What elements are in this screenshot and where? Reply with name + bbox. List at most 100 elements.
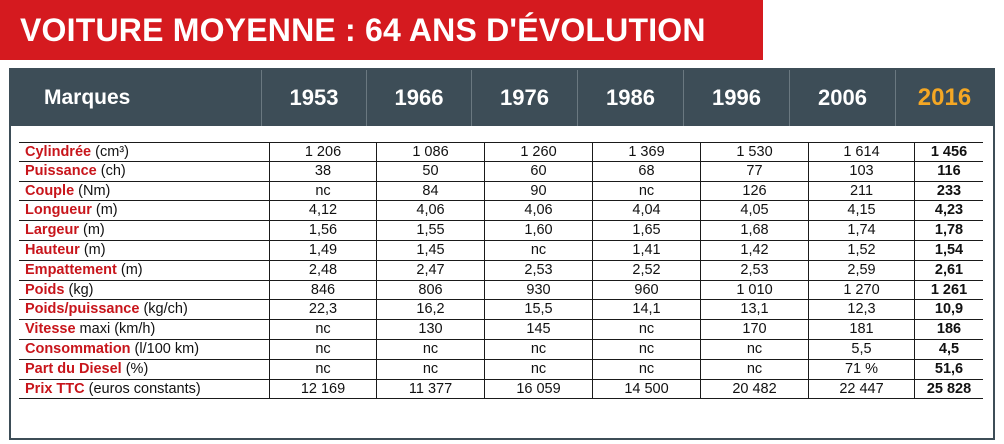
table-cell: 126	[700, 181, 808, 201]
column-header-year: 1976	[471, 70, 577, 126]
table-cell: nc	[700, 359, 808, 379]
page-title: VOITURE MOYENNE : 64 ANS D'ÉVOLUTION	[0, 0, 763, 60]
table-cell: 90	[484, 181, 592, 201]
table-cell: 16 059	[484, 379, 592, 399]
row-label-name: Poids/puissance	[25, 301, 140, 318]
column-header-year: 1996	[683, 70, 789, 126]
table-cell: 233	[914, 181, 983, 201]
table-body: Cylindrée (cm³) 1 206 1 086 1 260 1 369 1 530…	[19, 142, 983, 400]
row-label: Part du Diesel (%)	[19, 360, 269, 379]
row-label: Poids/puissance (kg/ch)	[19, 300, 269, 319]
table-cell: 186	[914, 320, 983, 339]
table-cell: 1 261	[914, 280, 983, 300]
table-cell: nc	[484, 240, 592, 260]
row-label: Prix TTC (euros constants)	[19, 380, 269, 399]
row-label: Couple (Nm)	[19, 182, 269, 201]
comparison-table: Marques 1953 1966 1976 1986 1996 2006 2016 Cyli…	[9, 68, 995, 440]
table-cell: 4,05	[700, 201, 808, 221]
table-cell: 12 169	[269, 379, 376, 399]
table-cell: 4,06	[484, 201, 592, 221]
row-label-name: Part du Diesel	[25, 360, 122, 377]
row-label: Puissance (ch)	[19, 162, 269, 181]
table-cell: 2,59	[808, 260, 914, 280]
table-cell: 1 614	[808, 143, 914, 161]
row-label: Poids (kg)	[19, 281, 269, 300]
table-cell: 22 447	[808, 379, 914, 399]
table-cell: 4,5	[914, 339, 983, 359]
table-cell: nc	[700, 339, 808, 359]
table-cell: 1,68	[700, 221, 808, 240]
table-cell: 51,6	[914, 359, 983, 379]
table-cell: 1,49	[269, 240, 376, 260]
table-cell: nc	[269, 181, 376, 201]
row-label-name: Empattement	[25, 261, 117, 278]
row-label-name: Largeur	[25, 222, 79, 239]
table-cell: 4,23	[914, 201, 983, 221]
table-cell: 20 482	[700, 379, 808, 399]
table-cell: nc	[484, 339, 592, 359]
row-label-name: Couple	[25, 182, 75, 199]
table-cell: 1 086	[376, 143, 484, 161]
row-label-unit: (m)	[79, 222, 105, 239]
row-label-name: Poids	[25, 281, 65, 298]
table-cell: 1,45	[376, 240, 484, 260]
column-header-year: 1986	[577, 70, 683, 126]
table-cell: 1,52	[808, 240, 914, 260]
row-label-unit: (l/100 km)	[130, 340, 200, 357]
table-cell: nc	[376, 339, 484, 359]
table-cell: 22,3	[269, 300, 376, 320]
table-row: Vitesse maxi (km/h) nc 130 145 nc 170 181 186	[19, 320, 983, 340]
table-cell: nc	[269, 339, 376, 359]
column-header-marques: Marques	[44, 86, 131, 109]
table-cell: 38	[269, 161, 376, 181]
table-cell: 1 260	[484, 143, 592, 161]
column-header-year: 2006	[789, 70, 895, 126]
table-cell: 1,65	[592, 221, 700, 240]
table-cell: 1,56	[269, 221, 376, 240]
table-cell: 2,47	[376, 260, 484, 280]
table-cell: 116	[914, 161, 983, 181]
row-label-name: Prix TTC	[25, 380, 85, 397]
table-cell: 806	[376, 280, 484, 300]
table-cell: 1 206	[269, 143, 376, 161]
table-cell: 1,42	[700, 240, 808, 260]
row-label-unit: (m)	[79, 241, 106, 258]
table-cell: 50	[376, 161, 484, 181]
row-label: Empattement (m)	[19, 261, 269, 280]
table-cell: 2,53	[484, 260, 592, 280]
row-label-name: Hauteur	[25, 241, 80, 258]
table-cell: 14,1	[592, 300, 700, 320]
table-cell: 211	[808, 181, 914, 201]
column-header-year: 2016	[895, 70, 993, 126]
table-cell: nc	[484, 359, 592, 379]
row-label: Longueur (m)	[19, 201, 269, 220]
row-label-name: Cylindrée	[25, 144, 92, 160]
table-cell: 2,48	[269, 260, 376, 280]
table-cell: 25 828	[914, 379, 983, 399]
row-label-unit: (ch)	[96, 162, 126, 179]
table-cell: 2,53	[700, 260, 808, 280]
table-cell: 10,9	[914, 300, 983, 320]
table-cell: 1 010	[700, 280, 808, 300]
table-cell: 11 377	[376, 379, 484, 399]
table-cell: 4,06	[376, 201, 484, 221]
row-label: Vitesse maxi (km/h)	[19, 320, 269, 339]
table-cell: 130	[376, 320, 484, 339]
table-cell: 84	[376, 181, 484, 201]
table-row: Hauteur (m) 1,49 1,45 nc 1,41 1,42 1,52 1,54	[19, 240, 983, 261]
table-row: Part du Diesel (%) nc nc nc nc nc 71 % 51,6	[19, 359, 983, 380]
table-cell: 1 369	[592, 143, 700, 161]
table-cell: nc	[592, 320, 700, 339]
table-cell: 4,15	[808, 201, 914, 221]
column-header-year: 1966	[366, 70, 471, 126]
table-cell: 145	[484, 320, 592, 339]
table-cell: 2,52	[592, 260, 700, 280]
table-row: Poids (kg) 846 806 930 960 1 010 1 270 1 261	[19, 280, 983, 301]
row-label-unit: (euros constants)	[84, 380, 201, 397]
table-cell: nc	[269, 359, 376, 379]
table-cell: nc	[592, 181, 700, 201]
table-header: Marques 1953 1966 1976 1986 1996 2006 2016	[11, 70, 993, 126]
table-cell: 1,60	[484, 221, 592, 240]
table-cell: 1,41	[592, 240, 700, 260]
table-row: Longueur (m) 4,12 4,06 4,06 4,04 4,05 4,15 4,23	[19, 201, 983, 222]
